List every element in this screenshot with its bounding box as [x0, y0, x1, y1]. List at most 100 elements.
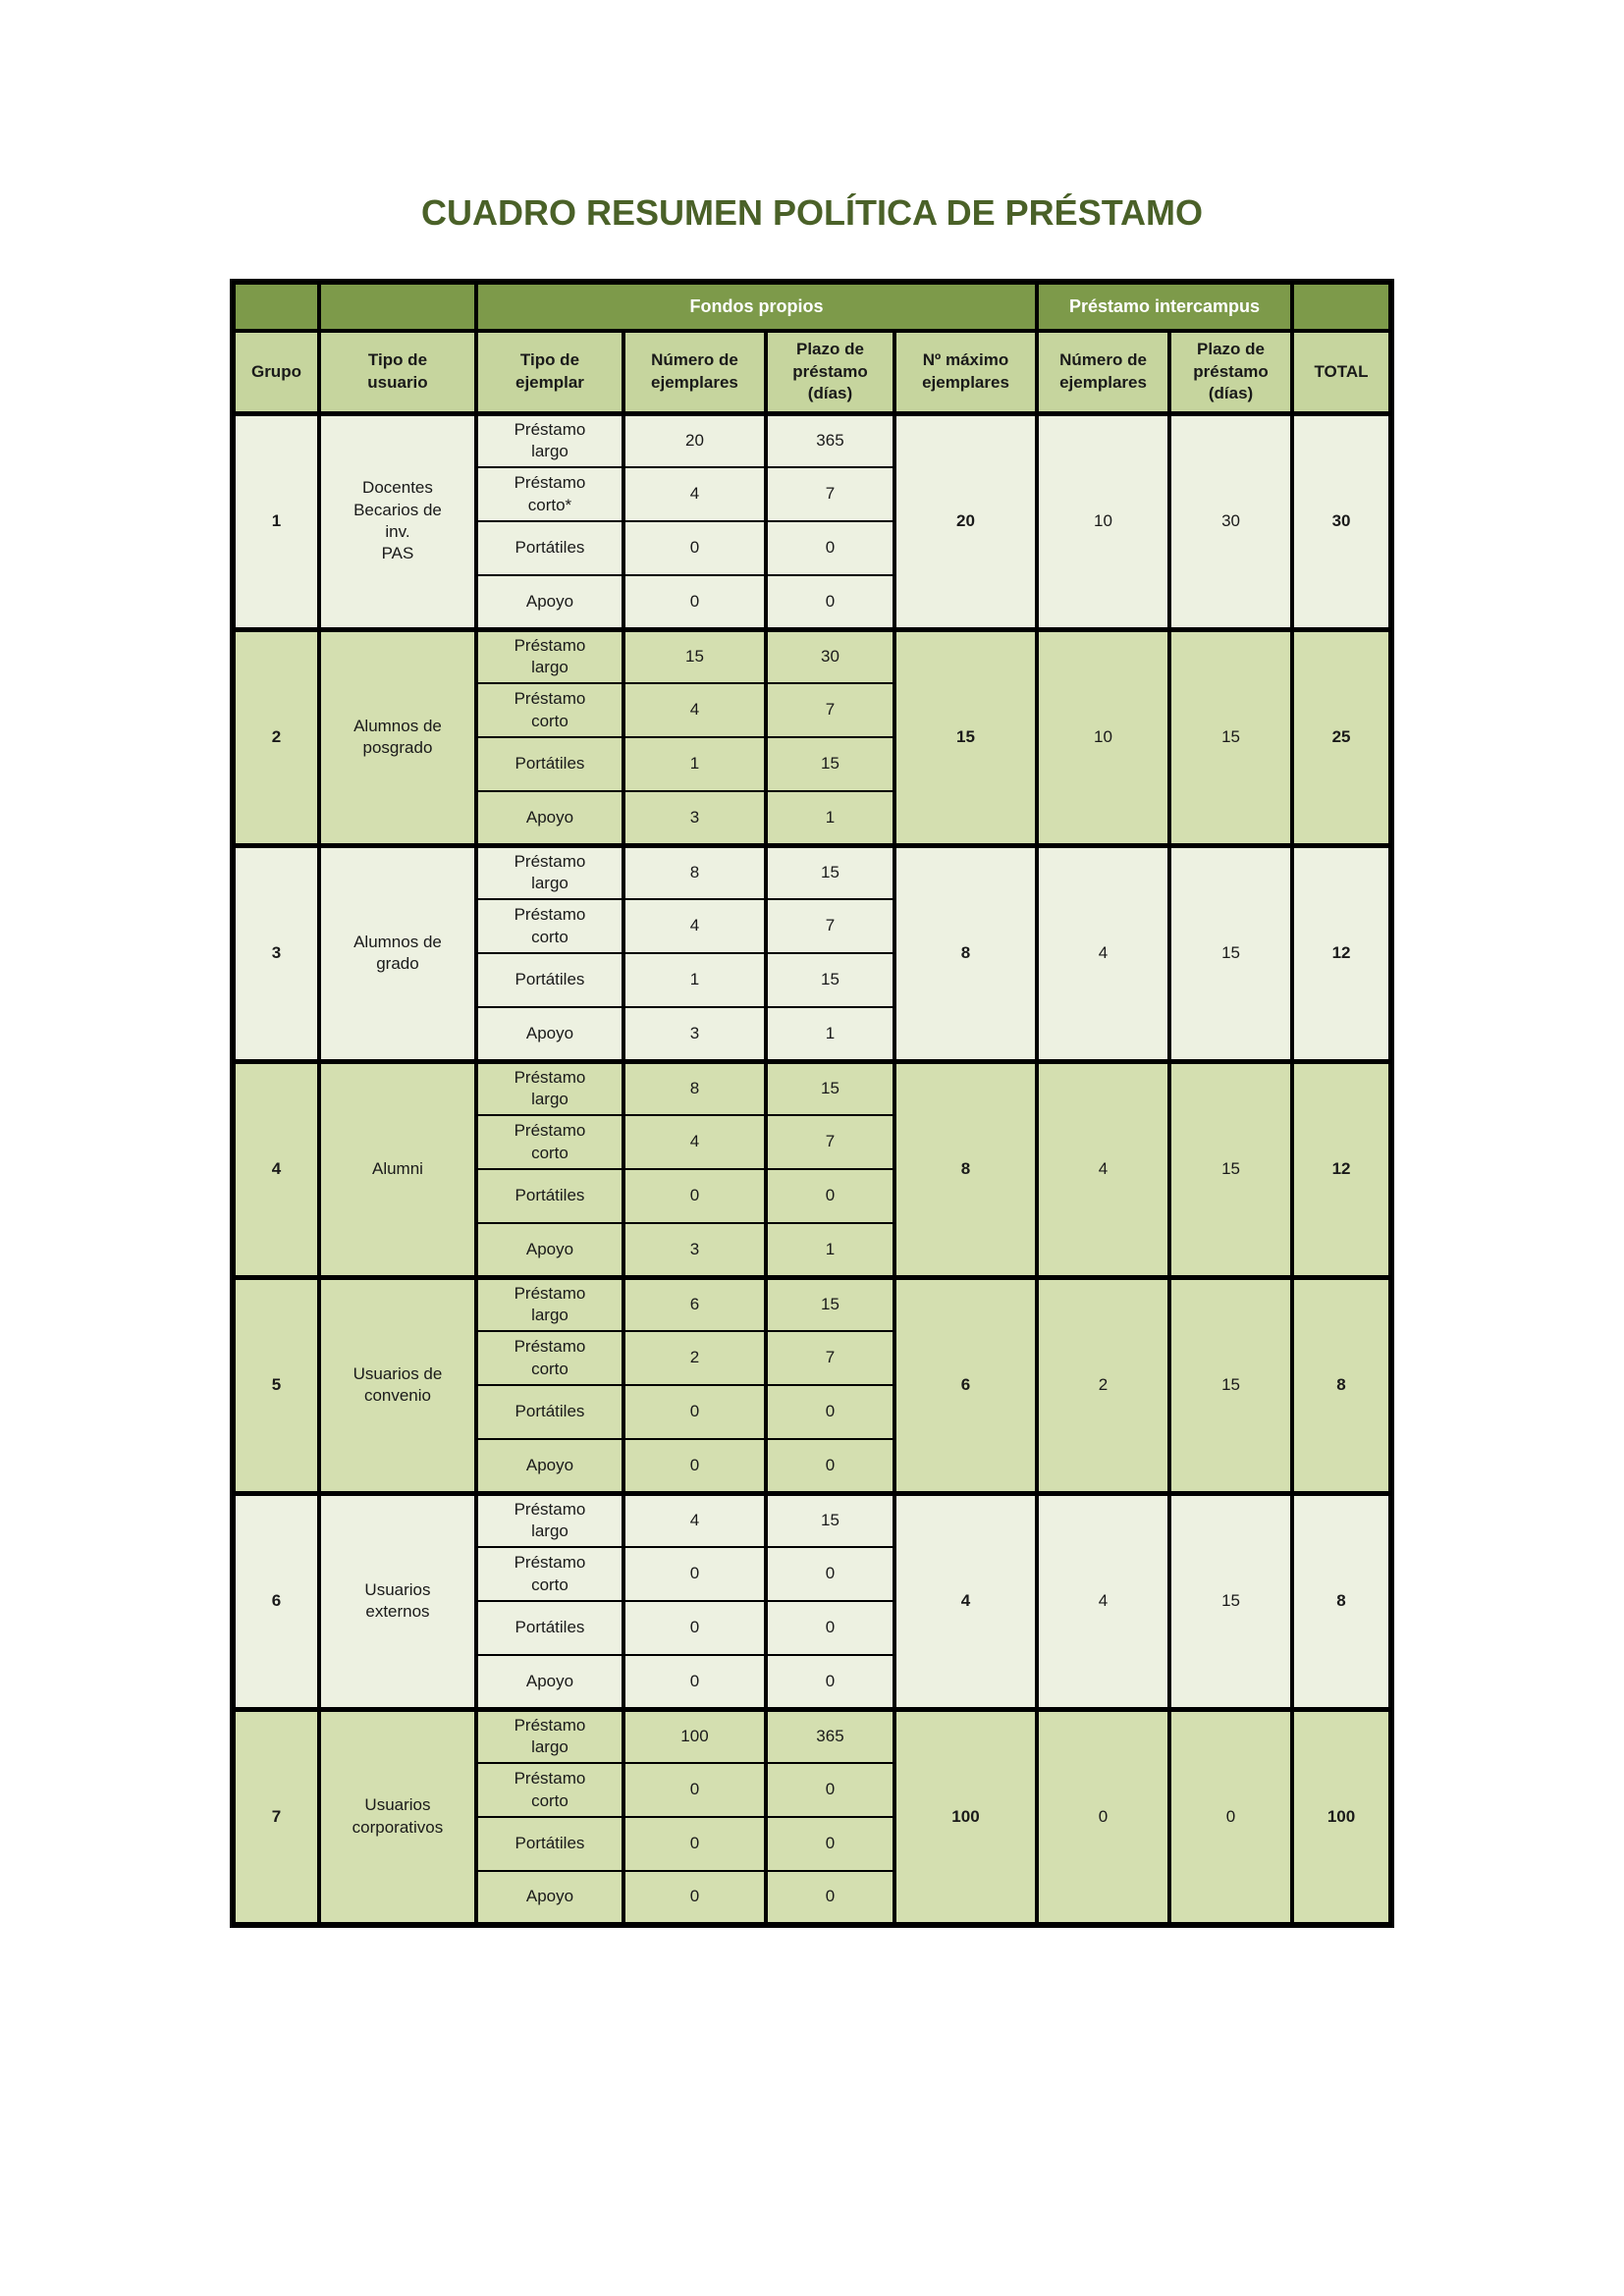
group-1: 1 Docentes Becarios de inv. PAS Préstamo…: [230, 410, 1394, 632]
ic-plazo-prestamo-cell: 15: [1167, 1274, 1295, 1496]
numero-ejemplares-cell: 1: [621, 952, 768, 1008]
table-row: Portátiles 1 15: [233, 736, 1391, 792]
numero-ejemplares-cell: 3: [621, 1222, 768, 1280]
table-header: Fondos propios Préstamo intercampus Grup…: [230, 280, 1394, 416]
header-fondos-propios: Fondos propios: [473, 280, 1040, 333]
numero-ejemplares-cell: 0: [621, 1546, 768, 1602]
tipo-ejemplar-cell: Préstamo largo: [473, 410, 625, 468]
maximo-ejemplares-cell: 100: [892, 1706, 1040, 1928]
ic-plazo-prestamo-cell: 15: [1167, 626, 1295, 848]
plazo-prestamo-cell: 7: [763, 1330, 896, 1386]
loan-policy-table: Fondos propios Préstamo intercampus Grup…: [229, 279, 1395, 1928]
tipo-usuario-cell: Alumnos de posgrado: [316, 626, 478, 848]
col-header-numero-ejemplares: Número de ejemplares: [621, 331, 768, 416]
table-row: Préstamo corto 0 0: [233, 1762, 1391, 1818]
plazo-prestamo-cell: 15: [763, 1058, 896, 1116]
numero-ejemplares-cell: 8: [621, 842, 768, 900]
tipo-ejemplar-cell: Préstamo largo: [473, 1274, 625, 1332]
numero-ejemplares-cell: 4: [621, 1114, 768, 1170]
plazo-prestamo-cell: 1: [763, 1006, 896, 1064]
numero-ejemplares-cell: 0: [621, 520, 768, 576]
total-cell: 30: [1290, 410, 1394, 632]
table-row: Apoyo 0 0: [233, 1870, 1391, 1928]
table-row: Apoyo 0 0: [233, 1438, 1391, 1496]
plazo-prestamo-cell: 0: [763, 1870, 896, 1928]
numero-ejemplares-cell: 100: [621, 1706, 768, 1764]
table-row: Apoyo 3 1: [233, 1006, 1391, 1064]
tipo-ejemplar-cell: Apoyo: [473, 1222, 625, 1280]
ic-plazo-prestamo-cell: 15: [1167, 1058, 1295, 1280]
ic-plazo-prestamo-cell: 15: [1167, 1490, 1295, 1712]
tipo-ejemplar-cell: Portátiles: [473, 736, 625, 792]
numero-ejemplares-cell: 0: [621, 574, 768, 632]
tipo-ejemplar-cell: Portátiles: [473, 1600, 625, 1656]
grupo-cell: 3: [230, 842, 321, 1064]
ic-plazo-prestamo-cell: 30: [1167, 410, 1295, 632]
plazo-prestamo-cell: 0: [763, 574, 896, 632]
plazo-prestamo-cell: 365: [763, 410, 896, 468]
tipo-ejemplar-cell: Préstamo largo: [473, 1706, 625, 1764]
numero-ejemplares-cell: 3: [621, 790, 768, 848]
ic-numero-ejemplares-cell: 2: [1035, 1274, 1172, 1496]
col-header-ic-numero-ejemplares: Número de ejemplares: [1035, 331, 1172, 416]
numero-ejemplares-cell: 8: [621, 1058, 768, 1116]
ic-numero-ejemplares-cell: 4: [1035, 1490, 1172, 1712]
numero-ejemplares-cell: 15: [621, 626, 768, 684]
tipo-usuario-cell: Usuarios de convenio: [316, 1274, 478, 1496]
grupo-cell: 7: [230, 1706, 321, 1928]
table-row: Préstamo corto 0 0: [233, 1546, 1391, 1602]
plazo-prestamo-cell: 0: [763, 1546, 896, 1602]
plazo-prestamo-cell: 0: [763, 1600, 896, 1656]
grupo-cell: 6: [230, 1490, 321, 1712]
ic-numero-ejemplares-cell: 4: [1035, 842, 1172, 1064]
table-row: Apoyo 0 0: [233, 574, 1391, 632]
table-row: Portátiles 0 0: [233, 1168, 1391, 1224]
ic-numero-ejemplares-cell: 10: [1035, 410, 1172, 632]
header-corner-total: [1290, 280, 1394, 333]
numero-ejemplares-cell: 6: [621, 1274, 768, 1332]
plazo-prestamo-cell: 7: [763, 1114, 896, 1170]
table-row: Préstamo corto 2 7: [233, 1330, 1391, 1386]
table-row: 2 Alumnos de posgrado Préstamo largo 15 …: [230, 626, 1394, 848]
plazo-prestamo-cell: 1: [763, 790, 896, 848]
plazo-prestamo-cell: 7: [763, 682, 896, 738]
tipo-ejemplar-cell: Préstamo corto: [473, 682, 625, 738]
table-row: Apoyo 3 1: [233, 1222, 1391, 1280]
group-6: 6 Usuarios externos Préstamo largo 4 15 …: [230, 1490, 1394, 1712]
tipo-usuario-cell: Usuarios externos: [316, 1490, 478, 1712]
table-row: Portátiles 0 0: [233, 520, 1391, 576]
plazo-prestamo-cell: 7: [763, 466, 896, 522]
numero-ejemplares-cell: 3: [621, 1006, 768, 1064]
table-row: 6 Usuarios externos Préstamo largo 4 15 …: [230, 1490, 1394, 1712]
maximo-ejemplares-cell: 8: [892, 1058, 1040, 1280]
ic-plazo-prestamo-cell: 15: [1167, 842, 1295, 1064]
table-row: 3 Alumnos de grado Préstamo largo 8 15 8…: [230, 842, 1394, 1064]
numero-ejemplares-cell: 0: [621, 1600, 768, 1656]
table-row: Préstamo corto 4 7: [233, 1114, 1391, 1170]
numero-ejemplares-cell: 0: [621, 1816, 768, 1872]
header-group-row: Fondos propios Préstamo intercampus: [230, 280, 1394, 333]
total-cell: 8: [1290, 1274, 1394, 1496]
col-header-tipo-ejemplar: Tipo de ejemplar: [473, 331, 625, 416]
grupo-cell: 5: [230, 1274, 321, 1496]
tipo-usuario-cell: Docentes Becarios de inv. PAS: [316, 410, 478, 632]
plazo-prestamo-cell: 0: [763, 1762, 896, 1818]
tipo-ejemplar-cell: Préstamo corto: [473, 1546, 625, 1602]
tipo-ejemplar-cell: Portátiles: [473, 952, 625, 1008]
table-row: Apoyo 0 0: [233, 1654, 1391, 1712]
page-title: CUADRO RESUMEN POLÍTICA DE PRÉSTAMO: [420, 192, 1204, 233]
numero-ejemplares-cell: 4: [621, 682, 768, 738]
tipo-ejemplar-cell: Préstamo largo: [473, 1058, 625, 1116]
group-3: 3 Alumnos de grado Préstamo largo 8 15 8…: [230, 842, 1394, 1064]
numero-ejemplares-cell: 1: [621, 736, 768, 792]
table-row: Portátiles 1 15: [233, 952, 1391, 1008]
plazo-prestamo-cell: 0: [763, 1654, 896, 1712]
tipo-ejemplar-cell: Préstamo corto: [473, 898, 625, 954]
maximo-ejemplares-cell: 15: [892, 626, 1040, 848]
ic-numero-ejemplares-cell: 4: [1035, 1058, 1172, 1280]
table-row: 1 Docentes Becarios de inv. PAS Préstamo…: [230, 410, 1394, 632]
tipo-ejemplar-cell: Préstamo largo: [473, 842, 625, 900]
table-row: Préstamo corto 4 7: [233, 682, 1391, 738]
ic-numero-ejemplares-cell: 10: [1035, 626, 1172, 848]
